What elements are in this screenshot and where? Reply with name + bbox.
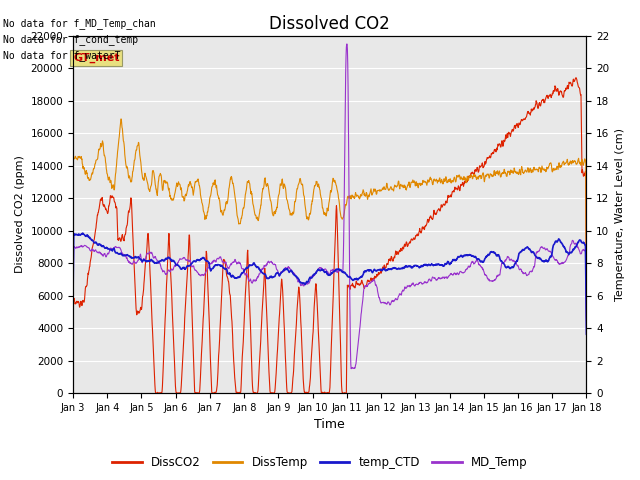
Text: No data for f_cond_temp: No data for f_cond_temp — [3, 34, 138, 45]
Text: No data for f_waterT: No data for f_waterT — [3, 50, 121, 61]
Legend: DissCO2, DissTemp, temp_CTD, MD_Temp: DissCO2, DissTemp, temp_CTD, MD_Temp — [108, 452, 532, 474]
Y-axis label: Dissolved CO2 (ppm): Dissolved CO2 (ppm) — [15, 156, 25, 274]
Text: GT_met: GT_met — [73, 53, 120, 63]
Y-axis label: Temperature, Water Level (cm): Temperature, Water Level (cm) — [615, 128, 625, 301]
Title: Dissolved CO2: Dissolved CO2 — [269, 15, 390, 33]
Text: No data for f_MD_Temp_chan: No data for f_MD_Temp_chan — [3, 18, 156, 29]
X-axis label: Time: Time — [314, 419, 345, 432]
